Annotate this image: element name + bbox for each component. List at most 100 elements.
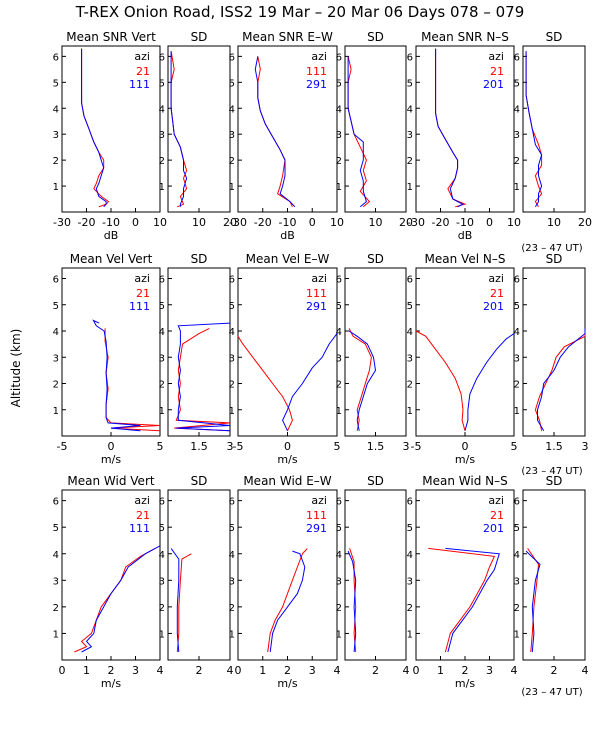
- r2-p2-xtick-label: 3: [227, 440, 234, 453]
- time-note-row1: (23 – 47 UT): [521, 243, 582, 254]
- r2-p4-series-blue-291: [348, 330, 377, 431]
- r1-p5-series-blue-201: [435, 48, 464, 208]
- r1-p3-legend-item-111: 111: [306, 65, 327, 78]
- r2-p6-frame: [522, 267, 586, 437]
- r3-p6-ytick-label: 3: [514, 576, 520, 587]
- r2-p1-xtick-label: 0: [108, 440, 115, 453]
- r1-p5-xtick-label: -20: [432, 216, 450, 229]
- r2-p1-ytick-label: 2: [53, 380, 59, 391]
- r2-p6-xtick-label: 3: [582, 440, 589, 453]
- r1-p3-ytick-label: 5: [229, 78, 235, 89]
- r3-p6-title: SD: [546, 474, 563, 488]
- r1-p2-ytick-label: 1: [159, 182, 165, 193]
- r3-p4-ytick-label: 4: [336, 550, 342, 561]
- r3-p3-legend-header: azi: [311, 494, 327, 507]
- r1-p5-ytick-label: 3: [407, 130, 413, 141]
- r3-p3-xtick-label: 1: [259, 664, 266, 677]
- r3-p4-xtick-label: 4: [403, 664, 410, 677]
- r1-p4-ytick-label: 2: [336, 156, 342, 167]
- r1-p3-series-red-111: [257, 56, 293, 208]
- r1-p1-ytick-label: 6: [53, 52, 59, 63]
- r2-p5-ytick-label: 2: [407, 380, 413, 391]
- r1-p3-xlabel: dB: [280, 229, 295, 242]
- r3-p5-xtick-label: 1: [437, 664, 444, 677]
- chart-title: T-REX Onion Road, ISS2 19 Mar – 20 Mar 0…: [75, 3, 525, 21]
- r1-p2-title: SD: [191, 30, 208, 44]
- r2-p3-ytick-label: 1: [229, 406, 235, 417]
- r1-p4-ytick-label: 1: [336, 182, 342, 193]
- r2-p6-ytick-label: 3: [514, 353, 520, 364]
- r1-p6-series-blue-201: [525, 51, 543, 208]
- r1-p3-ytick-label: 3: [229, 130, 235, 141]
- r3-p1-xtick-label: 4: [157, 664, 164, 677]
- r3-p2-ytick-label: 1: [159, 629, 165, 640]
- r2-p2-xtick-label: 1.5: [190, 440, 208, 453]
- r1-p5-ytick-label: 2: [407, 156, 413, 167]
- r3-p6-ytick-label: 2: [514, 603, 520, 614]
- r3-p5-xlabel: m/s: [455, 677, 475, 690]
- r2-p3-xlabel: m/s: [277, 453, 297, 466]
- r2-p5-series-blue-201: [464, 333, 515, 431]
- r3-p5-legend-header: azi: [488, 494, 504, 507]
- y-axis-label: Altitude (km): [9, 329, 23, 408]
- r3-p3-ytick-label: 1: [229, 629, 235, 640]
- r3-p2-xtick-label: 4: [227, 664, 234, 677]
- r2-p3-xtick-label: 5: [334, 440, 341, 453]
- r1-p6-ytick-label: 1: [514, 182, 520, 193]
- r2-p5-ytick-label: 5: [407, 301, 413, 312]
- r3-p5-series-red-21: [428, 547, 496, 653]
- r2-p5-xlabel: m/s: [455, 453, 475, 466]
- r3-p3-xlabel: m/s: [277, 677, 297, 690]
- r3-p5-series-blue-201: [445, 547, 500, 653]
- r1-p1-ytick-label: 3: [53, 130, 59, 141]
- r3-p1-xtick-label: 1: [83, 664, 90, 677]
- r3-p3-series-red-111: [267, 548, 308, 653]
- r2-p6-title: SD: [546, 252, 563, 266]
- r2-p3-title: Mean Vel E–W: [246, 252, 330, 266]
- r3-p6-xtick-label: 4: [582, 664, 589, 677]
- r1-p2-xtick-label: 20: [223, 216, 237, 229]
- r3-p4-ytick-label: 6: [336, 497, 342, 508]
- r3-p6-ytick-label: 4: [514, 550, 520, 561]
- r1-p1-ytick-label: 2: [53, 156, 59, 167]
- r2-p5-ytick-label: 3: [407, 353, 413, 364]
- r1-p4-xtick-label: 10: [369, 216, 383, 229]
- r3-p1-legend-item-21: 21: [136, 509, 150, 522]
- r1-p5-xtick-label: 10: [507, 216, 521, 229]
- r1-p1-ytick-label: 1: [53, 182, 59, 193]
- r1-p6-ytick-label: 2: [514, 156, 520, 167]
- r2-p5-xtick-label: 5: [511, 440, 518, 453]
- r1-p2-frame: [167, 45, 231, 213]
- r2-p3-series-red-111: [237, 336, 293, 432]
- r3-p5-title: Mean Wid N–S: [422, 474, 507, 488]
- r1-p6-series-red-21: [525, 51, 543, 208]
- r3-p6-series-blue-201: [525, 550, 541, 653]
- r1-p1-ytick-label: 5: [53, 78, 59, 89]
- r2-p2-ytick-label: 1: [159, 406, 165, 417]
- r2-p3-xtick-label: 0: [284, 440, 291, 453]
- r1-p4-ytick-label: 5: [336, 78, 342, 89]
- r3-p1-xlabel: m/s: [101, 677, 121, 690]
- r3-p4-ytick-label: 1: [336, 629, 342, 640]
- r1-p5-ytick-label: 6: [407, 52, 413, 63]
- r1-p3-ytick-label: 6: [229, 52, 235, 63]
- r1-p1-legend-header: azi: [134, 50, 150, 63]
- r2-p4-series-red-111: [348, 328, 372, 431]
- r2-p1-legend-header: azi: [134, 272, 150, 285]
- r1-p4-series-red-111: [347, 56, 371, 208]
- r2-p4-frame: [344, 267, 407, 437]
- r1-p1-xtick-label: -10: [102, 216, 120, 229]
- r2-p4-title: SD: [367, 252, 384, 266]
- r2-p2-series-blue-111: [176, 322, 231, 432]
- r1-p1-title: Mean SNR Vert: [66, 30, 156, 44]
- r3-p5-ytick-label: 6: [407, 497, 413, 508]
- r1-p6-title: SD: [546, 30, 563, 44]
- r1-p2-xtick-label: 10: [192, 216, 206, 229]
- r1-p1-ytick-label: 4: [53, 104, 59, 115]
- r2-p4-ytick-label: 4: [336, 327, 342, 338]
- r2-p1-ytick-label: 3: [53, 353, 59, 364]
- r1-p3-legend-header: azi: [311, 50, 327, 63]
- r3-p1-legend-item-111: 111: [129, 522, 150, 535]
- r3-p1-ytick-label: 4: [53, 550, 59, 561]
